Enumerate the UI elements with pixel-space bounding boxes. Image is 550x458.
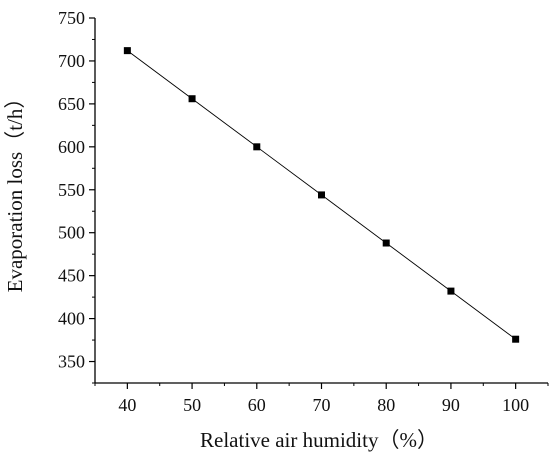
x-tick-label: 50 <box>183 395 201 415</box>
y-ticks: 350 400 450 500 550 600 650 700 750 <box>58 8 95 384</box>
data-point <box>382 239 390 247</box>
x-tick-label: 70 <box>313 395 331 415</box>
data-point <box>318 191 325 199</box>
x-axis-title: Relative air humidity（%） <box>200 428 438 452</box>
data-point <box>447 287 455 295</box>
data-point <box>123 47 131 55</box>
y-tick-label: 650 <box>58 94 85 114</box>
x-tick-label: 80 <box>377 395 395 415</box>
data-markers <box>123 47 520 343</box>
y-tick-label: 750 <box>58 8 85 28</box>
y-tick-label: 550 <box>58 180 85 200</box>
y-tick-label: 500 <box>58 223 85 243</box>
y-axis-title: Evaporation loss（t/h） <box>3 88 27 293</box>
x-tick-label: 60 <box>248 395 266 415</box>
x-tick-label: 90 <box>442 395 460 415</box>
data-point <box>512 335 520 343</box>
data-point <box>188 95 196 103</box>
x-ticks: 40 50 60 70 80 90 100 <box>94 383 549 415</box>
plot-area: 350 400 450 500 550 600 650 700 750 40 50 60 70 80 90… <box>58 8 549 415</box>
data-point <box>253 143 261 151</box>
x-tick-label: 100 <box>502 395 529 415</box>
y-tick-label: 400 <box>58 309 85 329</box>
y-tick-label: 450 <box>58 266 85 286</box>
y-tick-label: 350 <box>58 352 85 372</box>
y-tick-label: 600 <box>58 137 85 157</box>
x-tick-label: 40 <box>118 395 136 415</box>
y-tick-label: 700 <box>58 51 85 71</box>
